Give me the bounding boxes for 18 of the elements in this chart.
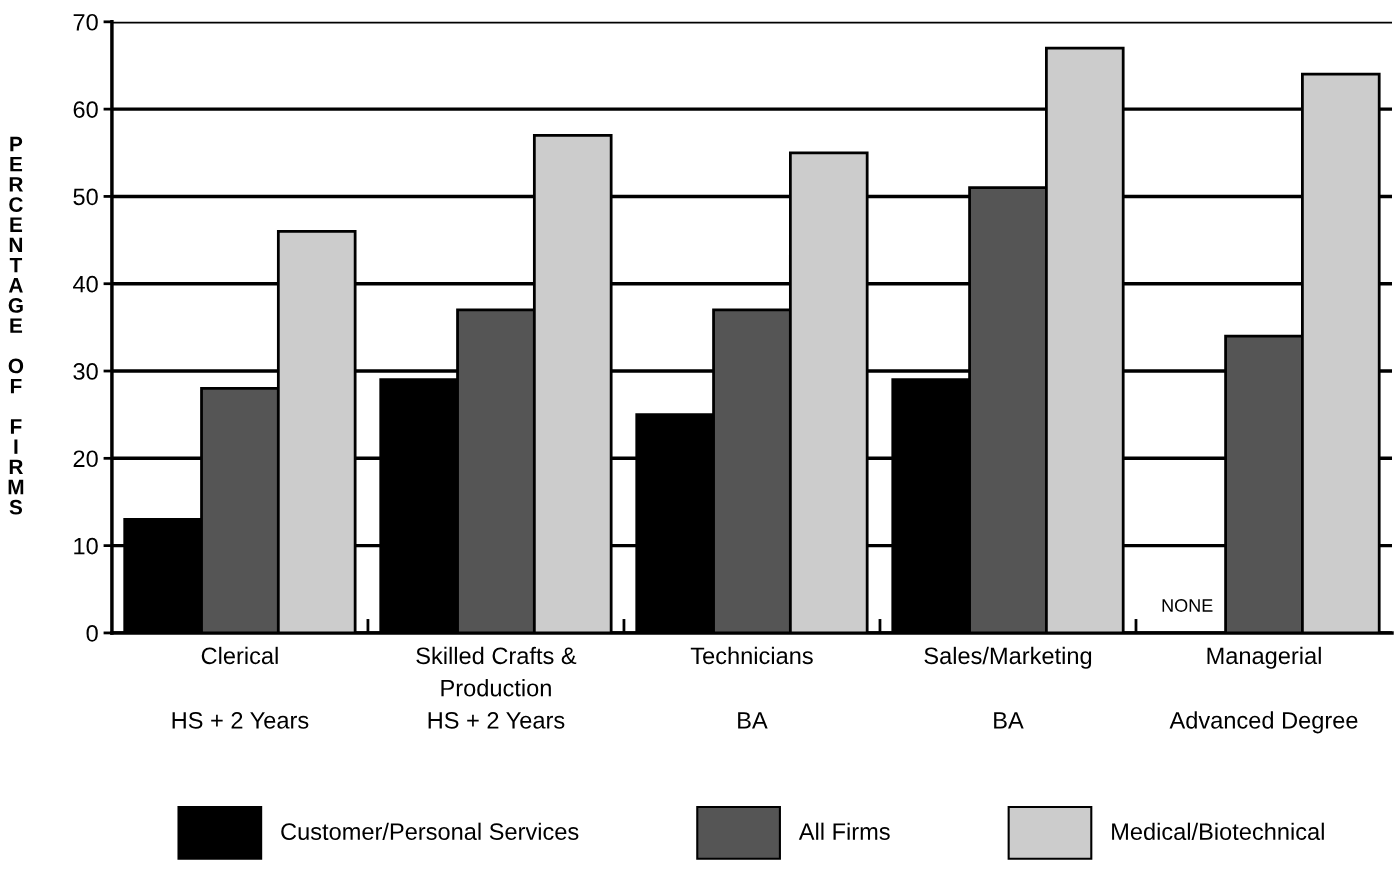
category-label: Sales/Marketing BA [924,646,1092,729]
y-tick-label: 70 [73,13,98,31]
legend-label: Customer/Personal Services [281,822,579,840]
text: PERCENTAGE OF FIRMS [8,136,24,515]
annotation: NONE [1162,599,1213,612]
y-tick-label: 50 [73,188,98,206]
y-tick-label: 40 [73,275,98,293]
category-label: Managerial Advanced Degree [1169,646,1358,734]
category-label: Clerical HS + 2 Years [172,646,309,729]
x-tick-label: Skilled Crafts & Production HS + 2 Years [416,646,577,729]
y-tick-label: 60 [73,101,98,118]
y-tick-label: 10 [74,537,98,555]
legend-label: All Firms [798,822,890,840]
y-tick-label: 0 [86,624,98,642]
y-tick-label: 30 [73,363,98,380]
legend-label: Medical/Biotechnical [1112,822,1324,840]
category-label: Technicians BA [690,646,813,729]
y-tick-label: 20 [73,450,98,468]
